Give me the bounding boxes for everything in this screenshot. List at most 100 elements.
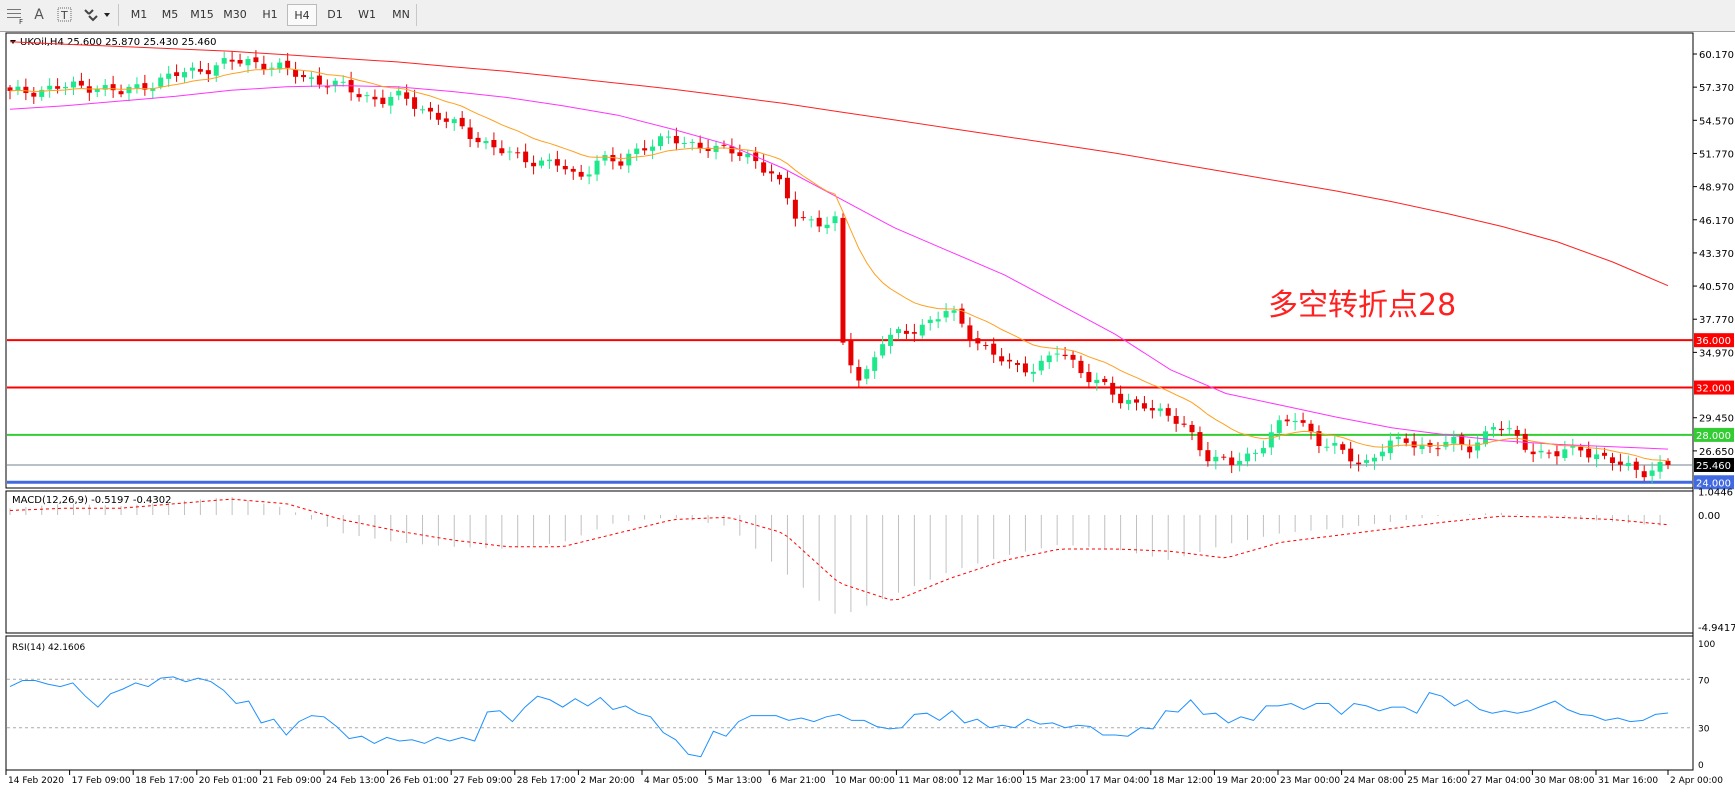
main-pane: [5, 32, 1694, 489]
rsi-line: [9, 676, 1669, 758]
timeframe-w1-button[interactable]: W1: [358, 8, 376, 21]
candle-body: [642, 148, 648, 151]
candle-body: [1451, 437, 1457, 444]
time-label: 18 Feb 17:00: [135, 776, 194, 786]
time-label: 17 Mar 04:00: [1089, 776, 1149, 786]
candle-body: [1649, 470, 1655, 476]
candle-body: [229, 59, 235, 62]
price-tick-label: 51.770: [1699, 149, 1734, 160]
candle-body: [562, 166, 568, 170]
candle-body: [1633, 461, 1639, 470]
candle-body: [634, 148, 640, 154]
candle-body: [1070, 354, 1076, 360]
candle-body: [245, 59, 251, 66]
time-label: 15 Mar 23:00: [1026, 776, 1086, 786]
candle-body: [1483, 431, 1489, 445]
time-label: 21 Feb 09:00: [262, 776, 321, 786]
timeframe-m30-button[interactable]: M30: [223, 8, 247, 21]
candle-body: [903, 330, 909, 334]
timeframe-m5-button[interactable]: M5: [161, 8, 179, 21]
candle-body: [1022, 363, 1028, 373]
candle-body: [681, 142, 687, 145]
divider: [416, 4, 417, 26]
candle-body: [1467, 446, 1473, 453]
candle-body: [832, 216, 838, 224]
candle-body: [1602, 452, 1608, 456]
timeframe-h4-button[interactable]: H4: [287, 4, 317, 26]
timeframe-d1-button[interactable]: D1: [327, 8, 343, 21]
candle-body: [404, 92, 410, 99]
candle-body: [1308, 423, 1314, 433]
timeframe-mn-button[interactable]: MN: [392, 8, 410, 21]
candle-body: [777, 174, 783, 180]
text-icon[interactable]: A: [34, 7, 44, 23]
candle-body: [1157, 408, 1163, 411]
candle-body: [1102, 378, 1108, 383]
price-tick-label: 57.370: [1699, 83, 1734, 94]
candle-body: [769, 171, 775, 174]
candle-body: [23, 86, 29, 94]
candle-body: [1197, 432, 1203, 451]
candle-body: [1570, 445, 1576, 448]
candle-body: [1625, 463, 1631, 467]
price-tick-label: 37.770: [1699, 315, 1734, 326]
text-label-icon[interactable]: T: [54, 4, 76, 26]
candle-body: [1038, 360, 1044, 371]
candle-body: [1490, 427, 1496, 430]
timeframe-h1-button[interactable]: H1: [262, 8, 278, 21]
time-label: 14 Feb 2020: [8, 776, 64, 786]
price-tick-label: 40.570: [1699, 282, 1734, 293]
candle-body: [1419, 444, 1425, 450]
candle-body: [967, 325, 973, 340]
candle-body: [594, 160, 600, 175]
candle-body: [102, 85, 108, 90]
candle-body: [895, 329, 901, 334]
candle-body: [658, 136, 664, 147]
candle-body: [118, 91, 124, 95]
candle-body: [1594, 454, 1600, 460]
candle-body: [864, 369, 870, 379]
candle-body: [1562, 449, 1568, 458]
candle-body: [285, 60, 291, 68]
candle-body: [1427, 442, 1433, 447]
candle-body: [1110, 382, 1116, 395]
candle-body: [578, 171, 584, 177]
candle-body: [1435, 448, 1441, 450]
candle-body: [1665, 460, 1671, 465]
candle-body: [539, 160, 545, 166]
candle-body: [808, 219, 814, 221]
rsi-tick-label: 70: [1698, 676, 1710, 686]
level-label: 28.000: [1696, 431, 1731, 442]
candle-body: [1252, 452, 1258, 454]
time-label: 2 Apr 00:00: [1670, 776, 1723, 786]
candle-body: [554, 159, 560, 166]
candle-body: [586, 174, 592, 177]
candle-body: [253, 57, 259, 63]
candle-body: [848, 340, 854, 366]
time-label: 27 Feb 09:00: [453, 776, 512, 786]
candle-body: [459, 117, 465, 127]
arrows-icon[interactable]: [80, 4, 114, 26]
time-label: 12 Mar 16:00: [962, 776, 1022, 786]
candle-body: [618, 161, 624, 166]
annotation-text: 多空转折点28: [1268, 288, 1457, 323]
price-tick-label: 46.170: [1699, 216, 1734, 227]
candle-body: [1181, 423, 1187, 425]
candle-body: [792, 199, 798, 219]
candle-body: [1173, 416, 1179, 424]
time-label: 24 Feb 13:00: [326, 776, 385, 786]
candle-body: [483, 140, 489, 144]
candle-body: [197, 69, 203, 72]
timeframe-m1-button[interactable]: M1: [130, 8, 148, 21]
grid-icon[interactable]: F: [4, 4, 26, 26]
timeframe-m15-button[interactable]: M15: [190, 8, 214, 21]
candle-body: [745, 153, 751, 158]
level-badge: [1694, 427, 1734, 442]
candle-body: [983, 345, 989, 347]
time-label: 20 Feb 01:00: [199, 776, 258, 786]
candle-body: [182, 72, 188, 78]
candle-body: [15, 86, 21, 91]
candle-body: [1086, 372, 1092, 383]
candle-body: [205, 70, 211, 75]
